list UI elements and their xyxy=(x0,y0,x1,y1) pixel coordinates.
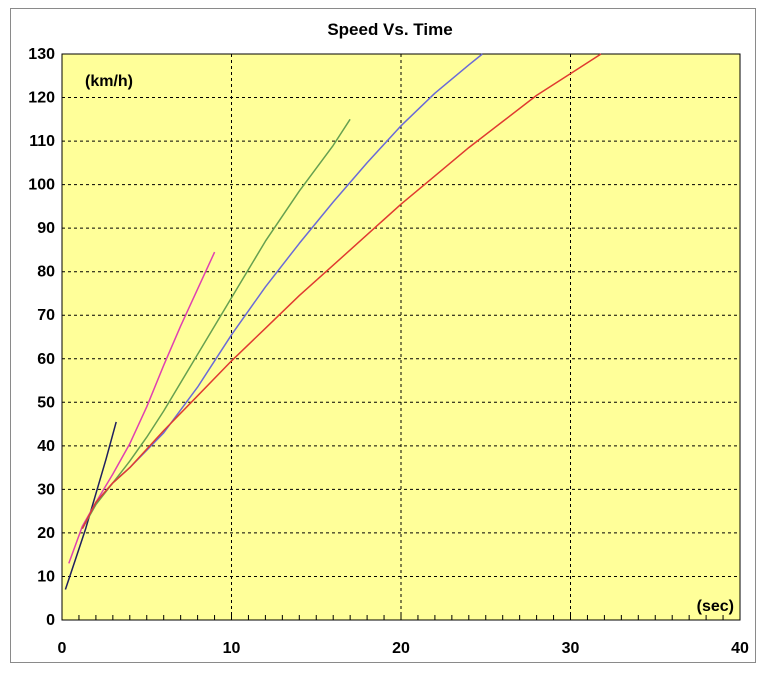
chart-title: Speed Vs. Time xyxy=(327,20,452,39)
y-tick-label: 50 xyxy=(37,394,55,411)
x-tick-label: 40 xyxy=(731,640,749,657)
y-tick-label: 60 xyxy=(37,351,55,368)
x-tick-label: 30 xyxy=(562,640,580,657)
y-tick-label: 70 xyxy=(37,307,55,324)
y-tick-label: 100 xyxy=(28,177,55,194)
y-tick-label: 130 xyxy=(28,46,55,63)
x-tick-label: 20 xyxy=(392,640,410,657)
y-tick-label: 10 xyxy=(37,568,55,585)
y-tick-label: 110 xyxy=(29,133,55,150)
y-tick-label: 80 xyxy=(37,264,55,281)
y-tick-labels: 0 10 20 30 40 50 60 70 80 90 100 110 120 130 xyxy=(28,46,55,629)
x-tick-labels: 0 10 20 30 40 xyxy=(58,640,749,657)
minor-ticks xyxy=(78,613,724,620)
series-lines xyxy=(64,53,602,590)
y-tick-label: 30 xyxy=(37,481,55,498)
x-tick-label: 10 xyxy=(223,640,241,657)
series-line xyxy=(81,53,602,529)
y-tick-label: 120 xyxy=(28,90,55,107)
y-tick-label: 20 xyxy=(37,525,55,542)
x-tick-label: 0 xyxy=(58,640,67,657)
y-tick-label: 40 xyxy=(37,438,55,455)
y-tick-label: 0 xyxy=(46,612,55,629)
grid-lines xyxy=(62,54,740,620)
y-axis-label: (km/h) xyxy=(85,73,133,90)
x-axis-label: (sec) xyxy=(697,598,734,615)
y-tick-label: 90 xyxy=(37,220,55,237)
